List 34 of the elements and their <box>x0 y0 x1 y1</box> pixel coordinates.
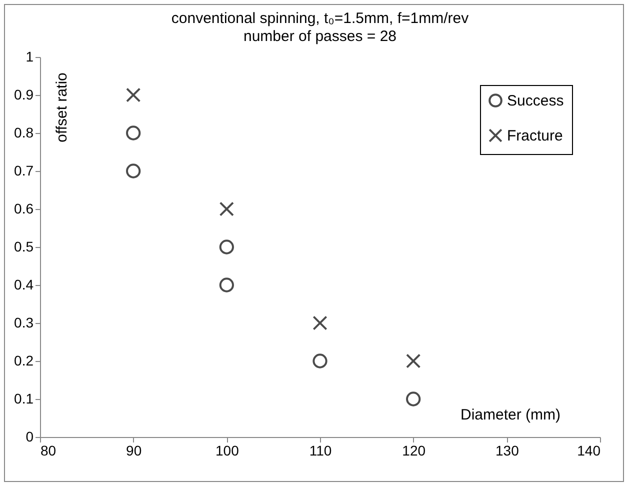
x-tick-label: 110 <box>309 442 332 458</box>
x-axis-title: Diameter (mm) <box>460 406 560 424</box>
point <box>126 88 141 102</box>
y-tick-label: 0.1 <box>14 390 34 406</box>
x-tick-label: 140 <box>577 442 601 458</box>
y-tick-label: 0.2 <box>14 352 34 368</box>
x-tick-label: 120 <box>402 442 426 458</box>
point <box>312 316 328 330</box>
point <box>219 240 234 254</box>
y-tick-label: 0 <box>26 428 34 444</box>
point <box>219 202 234 216</box>
y-tick-label: 0.8 <box>14 124 34 140</box>
legend-label: Fracture <box>507 128 563 144</box>
chart-subtitle: number of passes = 28 <box>243 28 397 45</box>
x-tick-label: 130 <box>495 442 520 458</box>
y-tick-label: 1 <box>26 48 34 64</box>
y-tick-label: 0.6 <box>14 200 34 216</box>
point <box>312 354 328 368</box>
point <box>406 392 421 406</box>
y-tick-label: 0.9 <box>14 86 34 102</box>
point <box>406 354 421 368</box>
x-tick-label: 80 <box>40 442 56 458</box>
x-tick-label: 100 <box>215 442 240 458</box>
legend-label: Success <box>507 92 564 110</box>
y-tick-label: 0.7 <box>14 162 34 178</box>
y-tick-label: 0.5 <box>14 238 34 254</box>
y-tick-label: 0.3 <box>14 314 34 330</box>
chart-title: conventional spinning, t₀=1.5mm, f=1mm/rev <box>171 10 470 27</box>
point <box>219 278 234 292</box>
point <box>126 126 141 140</box>
x-tick-label: 90 <box>126 442 142 458</box>
y-tick-label: 0.4 <box>14 276 34 292</box>
point <box>126 164 141 178</box>
y-axis-title: offset ratio <box>54 72 70 142</box>
